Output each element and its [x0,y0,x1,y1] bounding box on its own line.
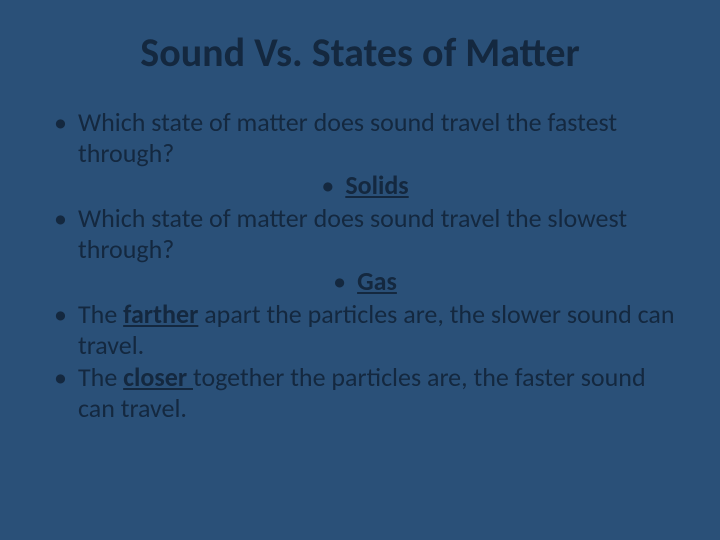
slide-title: Sound Vs. States of Matter [40,28,680,77]
bullet-q1: Which state of matter does sound travel … [50,107,680,168]
bullet-farther: The farther apart the particles are, the… [50,299,680,360]
slide: Sound Vs. States of Matter Which state o… [0,0,720,540]
bullet-closer: The closer together the particles are, t… [50,362,680,423]
p3-pre: The [78,298,123,330]
p3-underline: farther [123,298,198,330]
answer-gas: Gas [333,266,397,297]
p4-underline: closer [123,361,193,393]
bullet-list: Which state of matter does sound travel … [40,107,680,424]
bullet-q2: Which state of matter does sound travel … [50,203,680,264]
bullet-a1-wrap: Solids [50,170,680,201]
p4-pre: The [78,361,123,393]
bullet-a2-wrap: Gas [50,266,680,297]
answer-solids: Solids [321,170,408,201]
